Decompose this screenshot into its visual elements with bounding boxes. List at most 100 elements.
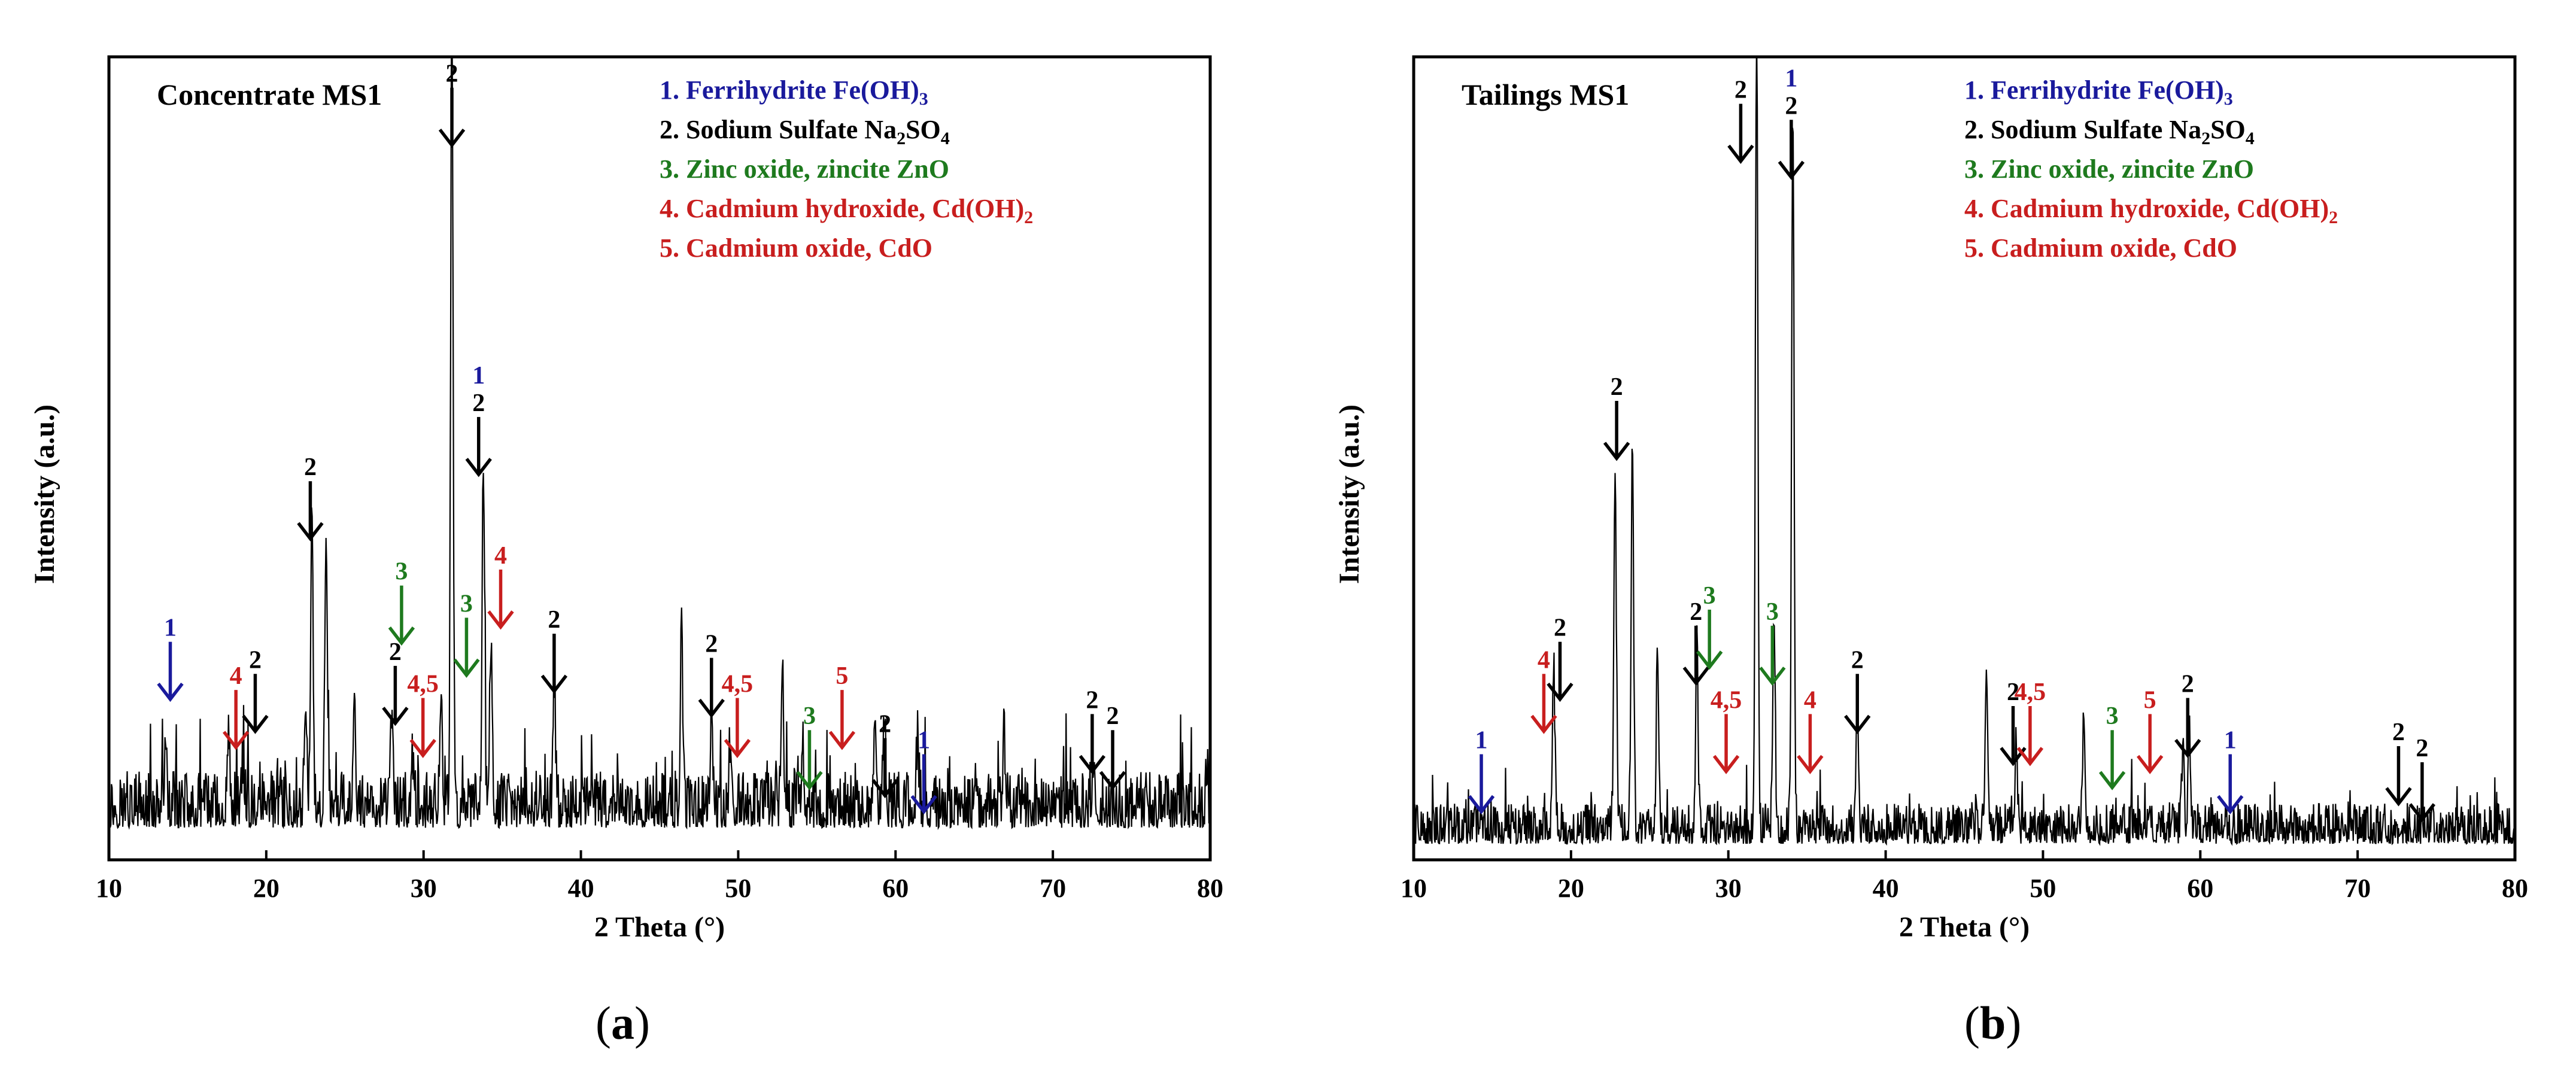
x-tick-label: 60 <box>2187 874 2213 903</box>
peak-arrow-head <box>1468 795 1495 814</box>
peak-arrow-head <box>297 522 324 542</box>
peak-label: 2 <box>1554 615 1566 642</box>
peak-label: 4 <box>494 542 507 570</box>
x-tick-label: 30 <box>1715 874 1742 903</box>
peak-label: 3 <box>1703 582 1716 610</box>
peak-arrow-head <box>409 738 436 759</box>
peak-label: 2 <box>304 454 317 481</box>
peak-label: 2 <box>1086 686 1098 714</box>
peak-arrow-head <box>1844 714 1871 734</box>
peak-arrow-head <box>1727 144 1754 164</box>
peak-arrow-head <box>222 731 250 750</box>
legend-entry: 2. Sodium Sulfate Na2SO4 <box>1964 115 2255 148</box>
peak-label: 4 <box>230 662 242 690</box>
peak-label: 3 <box>1766 598 1779 626</box>
x-tick-label: 10 <box>1401 874 1427 903</box>
xrd-chart-tailings: 10 20 30 40 50 60 70 80 2 Theta (°) Intensity (a.… <box>1333 55 2528 943</box>
peak-arrow-head <box>1682 667 1709 686</box>
peak-label: 2 <box>2007 679 2019 706</box>
peak-arrow-head <box>1778 160 1805 180</box>
peak-label: 3 <box>2106 702 2119 730</box>
legend-entry: 4. Cadmium hydroxide, Cd(OH)2 <box>1964 194 2338 227</box>
x-axis-label: 2 Theta (°) <box>1899 911 2030 943</box>
x-tick-label: 40 <box>1873 874 1899 903</box>
chart-title: Tailings MS1 <box>1462 78 1629 111</box>
peak-label: 2 <box>705 630 718 658</box>
peak-label: 5 <box>836 662 848 690</box>
peak-arrow-head <box>382 707 409 726</box>
peak-arrow-head <box>540 674 568 694</box>
peak-label: 2 <box>389 638 402 666</box>
peak-label: 2 <box>2416 735 2428 762</box>
peak-label: 2 <box>446 60 458 88</box>
peak-label: 3 <box>803 702 816 730</box>
peak-label: 2 <box>1785 92 1797 120</box>
peak-arrow-head <box>487 610 514 630</box>
peak-label: 2 <box>879 711 891 738</box>
y-axis-label: Intensity (a.u.) <box>29 404 60 584</box>
peak-label: 2 <box>1690 598 1702 626</box>
panel-label-b: (b) <box>1964 997 2022 1049</box>
xrd-spectrum-line <box>1414 57 2515 846</box>
peak-arrow-head <box>2016 747 2044 766</box>
legend-entry: 4. Cadmium hydroxide, Cd(OH)2 <box>660 194 1033 227</box>
x-tick-label: 50 <box>2030 874 2056 903</box>
peak-label: 2 <box>548 606 560 634</box>
peak-arrow-head <box>1099 771 1126 790</box>
peak-label: 2 <box>472 390 485 417</box>
peak-label: 1 <box>472 362 485 390</box>
peak-arrow-head <box>2136 755 2164 774</box>
peak-label: 1 <box>164 615 177 642</box>
chart-panel-b: 10 20 30 40 50 60 70 80 2 Theta (°) Intensity (a.… <box>1288 0 2576 1089</box>
chart-panel-a: 10 20 30 40 50 60 70 80 2 Theta (°) Intensity (a.… <box>29 55 1223 1049</box>
peak-arrow-head <box>1530 714 1557 734</box>
peak-label: 1 <box>2224 726 2237 754</box>
peak-label: 1 <box>918 726 930 754</box>
legend-entry: 1. Ferrihydrite Fe(OH)3 <box>1964 75 2233 109</box>
x-tick-label: 80 <box>1197 874 1223 903</box>
peak-label: 4 <box>1804 686 1816 714</box>
peak-arrow-head <box>453 658 480 678</box>
x-tick-label: 30 <box>411 874 437 903</box>
peak-arrow-head <box>242 714 269 734</box>
peak-arrow-head <box>2217 795 2244 814</box>
peak-label: 1 <box>1785 65 1797 92</box>
x-tick-label: 20 <box>1558 874 1584 903</box>
x-axis-label: 2 Theta (°) <box>594 911 725 943</box>
legend-entry: 3. Zinc oxide, zincite ZnO <box>660 154 949 184</box>
panel-label-a: (a) <box>596 997 650 1049</box>
peak-arrow-head <box>828 731 856 750</box>
x-tick-label: 60 <box>882 874 909 903</box>
xrd-spectrum-line <box>109 57 1210 831</box>
peak-label: 4,5 <box>2015 679 2046 706</box>
legend-entry: 2. Sodium Sulfate Na2SO4 <box>660 115 950 148</box>
peak-arrow-head <box>1079 755 1106 774</box>
legend-entry: 5. Cadmium oxide, CdO <box>660 233 932 263</box>
peak-label: 4 <box>1538 646 1550 674</box>
peak-arrow-head <box>157 682 184 702</box>
xrd-chart-concentrate: 10 20 30 40 50 60 70 80 2 Theta (°) Intensity (a.… <box>29 55 1223 943</box>
peak-arrow-head <box>698 698 725 718</box>
peak-label: 1 <box>1475 726 1488 754</box>
plot-frame <box>107 55 1212 862</box>
x-tick-label: 70 <box>1040 874 1066 903</box>
peak-label: 2 <box>1734 76 1747 104</box>
peak-arrow-head <box>2174 738 2201 759</box>
chart-title: Concentrate MS1 <box>157 78 382 111</box>
peak-label: 2 <box>1851 646 1864 674</box>
peak-label: 2 <box>2392 719 2405 746</box>
x-tick-label: 10 <box>96 874 122 903</box>
peak-label: 3 <box>460 590 473 617</box>
peak-arrow-head <box>465 458 492 477</box>
peak-arrow-head <box>1759 667 1786 686</box>
plot-frame <box>1412 55 2517 862</box>
x-tick-label: 50 <box>725 874 751 903</box>
peak-label: 2 <box>1107 702 1119 730</box>
peak-label: 4,5 <box>407 671 439 698</box>
peak-arrow-head <box>2098 771 2126 790</box>
peak-arrow-head <box>1547 682 1573 702</box>
peak-label: 4,5 <box>722 671 754 698</box>
legend-entry: 3. Zinc oxide, zincite ZnO <box>1964 154 2254 184</box>
x-tick-label: 70 <box>2344 874 2371 903</box>
peak-arrow-head <box>1712 755 1740 774</box>
